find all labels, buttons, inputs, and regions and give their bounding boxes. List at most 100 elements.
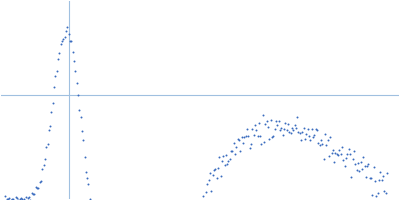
Point [297,131,303,135]
Point [237,150,244,153]
Point [59,40,65,43]
Point [50,102,56,105]
Point [273,119,279,123]
Point [365,162,372,166]
Point [47,124,53,127]
Point [85,182,92,186]
Point [252,123,258,126]
Point [18,196,24,200]
Point [73,81,80,85]
Point [211,168,217,171]
Point [55,57,61,60]
Point [220,154,226,157]
Point [81,155,88,158]
Point [234,137,241,140]
Point [213,177,220,180]
Point [27,198,34,200]
Point [210,173,216,176]
Point [361,164,368,167]
Point [352,162,358,165]
Point [334,152,340,156]
Point [351,149,357,152]
Point [266,138,273,141]
Point [384,172,390,175]
Point [283,128,290,131]
Point [86,198,93,200]
Point [340,159,346,162]
Point [254,135,261,138]
Point [318,138,324,141]
Point [24,196,31,199]
Point [23,196,30,199]
Point [230,142,237,145]
Point [206,178,212,181]
Point [370,165,377,169]
Point [233,146,240,149]
Point [36,180,43,183]
Point [264,120,270,123]
Point [32,185,39,189]
Point [28,191,35,194]
Point [377,170,384,173]
Point [51,85,57,88]
Point [80,139,86,142]
Point [54,69,60,72]
Point [322,132,328,136]
Point [232,152,238,155]
Point [336,149,343,152]
Point [221,163,228,167]
Point [372,180,378,183]
Point [38,179,44,182]
Point [240,142,246,145]
Point [44,142,51,146]
Point [364,165,370,168]
Point [294,115,300,119]
Point [261,140,267,144]
Point [5,197,11,200]
Point [39,167,46,170]
Point [276,119,282,122]
Point [9,197,15,200]
Point [332,151,339,154]
Point [269,136,275,139]
Point [77,116,84,119]
Point [35,186,42,189]
Point [316,144,323,147]
Point [48,111,55,114]
Point [258,142,265,145]
Point [43,145,50,149]
Point [285,123,291,126]
Point [363,176,369,179]
Point [204,183,210,186]
Point [277,128,283,132]
Point [265,125,271,128]
Point [330,149,336,152]
Point [367,177,373,180]
Point [378,178,385,182]
Point [31,192,38,195]
Point [40,164,47,167]
Point [357,160,364,164]
Point [381,189,388,192]
Point [327,136,333,139]
Point [350,158,356,161]
Point [289,127,295,130]
Point [75,93,81,97]
Point [262,122,269,125]
Point [241,135,248,138]
Point [326,155,332,158]
Point [83,171,89,174]
Point [335,153,341,156]
Point [274,123,280,126]
Point [272,128,278,131]
Point [278,126,284,130]
Point [291,123,298,126]
Point [348,175,354,179]
Point [200,194,206,198]
Point [268,118,274,122]
Point [68,39,74,42]
Point [46,128,52,132]
Point [19,198,26,200]
Point [328,152,335,155]
Point [208,189,214,192]
